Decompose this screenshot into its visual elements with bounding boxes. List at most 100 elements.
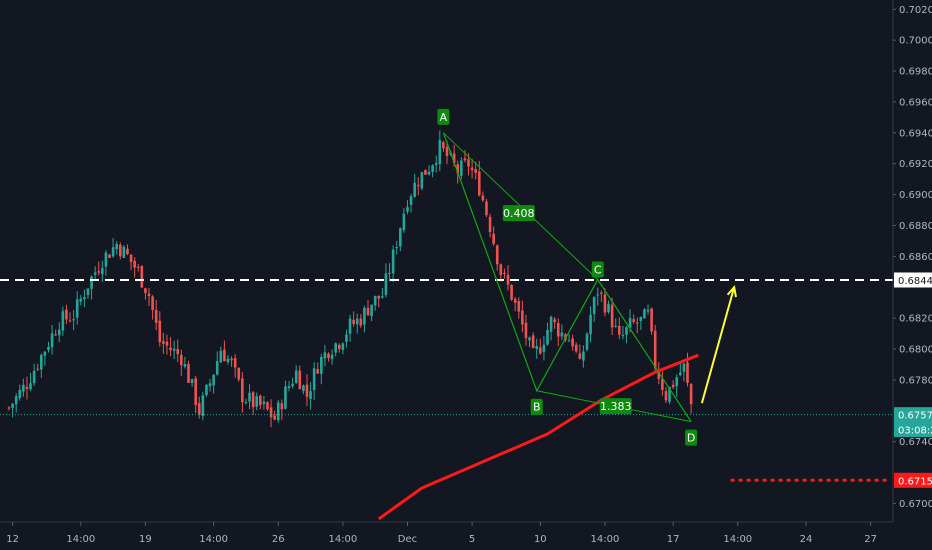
candle-body [503,272,506,274]
candle-body [395,247,399,249]
candle-body [531,335,535,348]
candle-body [686,362,689,383]
candle-body [384,273,388,295]
candle-body [305,384,309,397]
candle-body [589,314,592,335]
pattern-point-a[interactable]: A [437,108,450,125]
time-tick-label: Dec [398,534,417,545]
candle-body [97,271,101,273]
candle-body [79,298,83,302]
time-tick-label: 14:00 [66,534,95,545]
pattern-ratio-label[interactable]: 1.383 [599,398,632,415]
resistance-price-tag-box [894,272,932,288]
candle-body [280,403,284,410]
time-tick-label: 10 [534,534,547,545]
candle-body [510,284,513,300]
candle-body [241,378,244,403]
candle-body [215,361,219,375]
candle-body [456,164,460,174]
candle-body [302,385,305,392]
pattern-point-b[interactable]: B [530,398,543,415]
candle-body [75,299,79,318]
candle-body [83,297,86,300]
pattern-point-c-box [591,261,604,278]
candle-body [259,395,262,406]
candle-body [190,379,194,383]
candle-body [359,318,363,326]
time-tick-label: 27 [864,534,877,545]
candle-body [316,369,320,374]
projection-arrow-line [700,286,736,404]
candle-body [183,364,187,367]
candle-body [603,294,607,313]
candle-body [18,389,22,399]
candle-body [11,403,14,408]
overlays-layer: A B C D 0.408 1.383 [0,108,893,521]
candle-body [535,346,539,349]
candle-body [381,296,384,298]
candle-body [427,171,431,175]
target-price-tag-text: 0.67150 [898,476,932,487]
candle-body [632,319,635,323]
candle-body [582,351,585,361]
current-price-tag-text: 0.67575 [898,411,932,422]
candle-body [614,325,618,327]
candle-body [477,171,481,196]
candle-body [416,185,420,187]
candle-body [197,403,201,415]
pattern-point-c[interactable]: C [591,261,604,278]
candle-body [689,384,693,405]
candle-body [176,349,180,355]
candle-body [366,308,370,316]
candle-body [201,395,205,416]
candle-body [22,384,25,392]
candle-body [57,329,61,336]
candle-body [352,319,355,324]
candle-body [370,304,373,317]
candle-body [151,296,154,310]
time-tick-label: 26 [272,534,285,545]
candle-body [262,401,266,404]
candle-body [539,347,542,354]
candle-body [438,139,442,165]
pattern-ratio-label-text: 0.408 [503,207,535,220]
candle-body [653,330,657,369]
candle-body [90,276,93,289]
candle-body [424,169,427,175]
candle-body [47,346,50,350]
candle-body [348,318,352,334]
candle-body [194,378,197,406]
pattern-ratio-label[interactable]: 0.408 [502,205,535,222]
candle-body [212,374,215,386]
time-axis[interactable]: 12 14:00 19 14:00 26 14:00 Dec 5 10 14:00 17 14:00 2… [0,521,893,545]
candle-body [377,295,381,299]
candle-body [330,354,334,360]
candle-body [668,386,671,402]
candle-body [499,264,503,276]
candle-body [43,351,47,356]
candle-body [431,165,434,172]
candle-body [327,353,330,359]
candle-body [679,372,682,376]
candle-body [230,358,233,361]
pattern-point-d[interactable]: D [685,429,698,446]
candle-body [521,310,524,325]
current-price-tag-countdown: 03:08:27 [898,426,932,437]
candle-body [291,383,294,387]
candle-body [32,370,36,384]
time-tick-label: 17 [667,534,680,545]
moving-average-line [377,353,699,521]
candle-body [208,383,212,387]
candle-body [513,298,517,303]
candle-body [567,340,571,342]
candle-body [255,396,259,407]
candle-body [294,370,298,383]
candle-body [460,160,463,176]
